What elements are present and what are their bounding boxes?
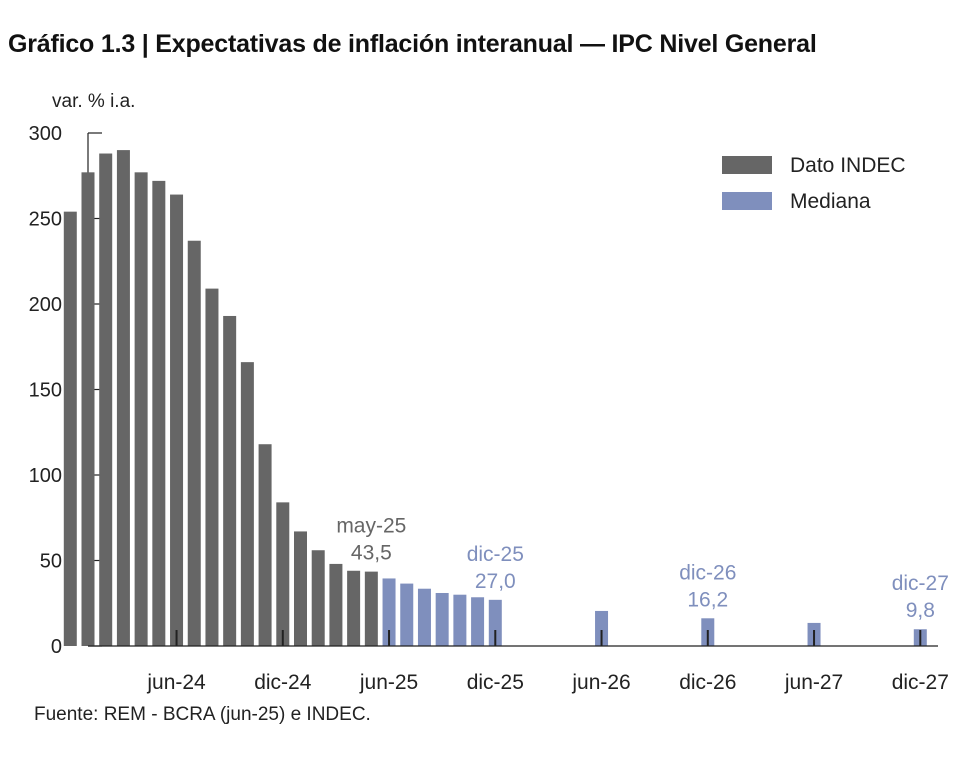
x-tick-label: dic-24 [254, 671, 312, 694]
bar-mediana [453, 594, 467, 646]
y-tick-label: 150 [29, 380, 62, 402]
bar-dato-indec [329, 563, 343, 646]
x-tick-label: jun-26 [571, 671, 630, 694]
x-tick-label: dic-25 [467, 671, 524, 694]
bar-dato-indec [152, 180, 166, 646]
x-tick-label: jun-24 [146, 671, 206, 694]
y-axis-label: var. % i.a. [52, 91, 135, 112]
bar-dato-indec [134, 172, 148, 646]
bar-mediana [471, 597, 485, 646]
source-note: Fuente: REM - BCRA (jun-25) e INDEC. [34, 704, 371, 725]
legend: Dato INDEC Mediana [722, 154, 906, 213]
y-tick-label: 100 [29, 465, 62, 487]
bar-dato-indec [364, 571, 378, 646]
bar-mediana [435, 592, 449, 646]
bar-dato-indec [116, 150, 130, 646]
y-tick-label: 300 [29, 123, 62, 145]
y-tick-label: 250 [29, 209, 62, 231]
annotation-value: 27,0 [475, 570, 516, 593]
bar-dato-indec [205, 288, 219, 646]
bar-dato-indec [347, 570, 361, 646]
bar-mediana [382, 578, 396, 646]
bar-dato-indec [223, 315, 237, 646]
bar-dato-indec [99, 153, 113, 646]
y-tick-label: 200 [29, 294, 62, 316]
annotation-value: 43,5 [351, 542, 392, 565]
legend-label: Dato INDEC [790, 154, 906, 177]
annotation-label: may-25 [336, 515, 406, 538]
bar-dato-indec [81, 172, 95, 646]
bar-dato-indec [311, 550, 325, 646]
x-axis: jun-24 dic-24 jun-25 dic-25 jun-26 dic-26 jun-… [88, 630, 949, 694]
annotation-label: dic-25 [467, 543, 524, 566]
x-tick-label: dic-26 [679, 671, 736, 694]
legend-swatch [722, 156, 772, 174]
bar-mediana [595, 610, 609, 646]
chart-title: Gráfico 1.3 | Expectativas de inflación … [8, 30, 817, 58]
annotation-value: 16,2 [687, 588, 728, 611]
legend-label: Mediana [790, 190, 871, 213]
x-tick-label: dic-27 [892, 671, 949, 694]
x-tick-label: jun-25 [359, 671, 418, 694]
x-tick-label: jun-27 [784, 671, 843, 694]
bars [63, 150, 927, 647]
bar-mediana [417, 588, 431, 646]
annotation-value: 9,8 [906, 599, 935, 622]
bar-dato-indec [276, 502, 290, 646]
annotation-label: dic-26 [679, 561, 736, 584]
annotation-label: dic-27 [892, 572, 949, 595]
bar-dato-indec [240, 362, 254, 646]
legend-swatch [722, 192, 772, 210]
bar-mediana [488, 599, 502, 646]
bar-dato-indec [170, 194, 184, 646]
bar-dato-indec [63, 211, 77, 646]
bar-dato-indec [187, 240, 201, 647]
bar-dato-indec [294, 531, 307, 646]
y-tick-label: 0 [51, 636, 62, 658]
y-tick-label: 50 [40, 551, 62, 573]
bar-dato-indec [258, 444, 272, 646]
annotations: 43,5 may-25 27,0 dic-25 16,2 dic-26 9,8 dic-27 [336, 515, 949, 623]
bar-mediana [400, 583, 414, 646]
